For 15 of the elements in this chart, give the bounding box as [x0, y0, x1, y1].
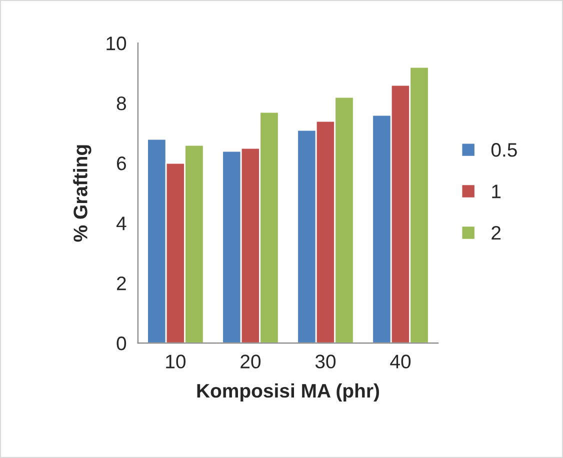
legend-label: 1: [492, 184, 501, 198]
y-tick-label: 4: [116, 216, 126, 230]
y-tick-label: 6: [117, 156, 126, 170]
x-tick-label: 40: [390, 354, 411, 368]
y-axis-title: % Grafting: [73, 145, 92, 242]
x-tick-label: 30: [315, 354, 336, 368]
legend-label: 2: [492, 226, 501, 240]
x-tick-label: 20: [240, 354, 261, 368]
y-tick-label: 0: [116, 336, 126, 350]
legend-label: 0.5: [491, 143, 517, 157]
y-tick-label: 8: [116, 96, 126, 110]
y-tick-label: 10: [106, 36, 126, 50]
y-tick-label: 2: [116, 276, 126, 290]
x-tick-label: 10: [166, 354, 186, 368]
x-axis-title: Komposisi MA (phr): [197, 383, 380, 402]
